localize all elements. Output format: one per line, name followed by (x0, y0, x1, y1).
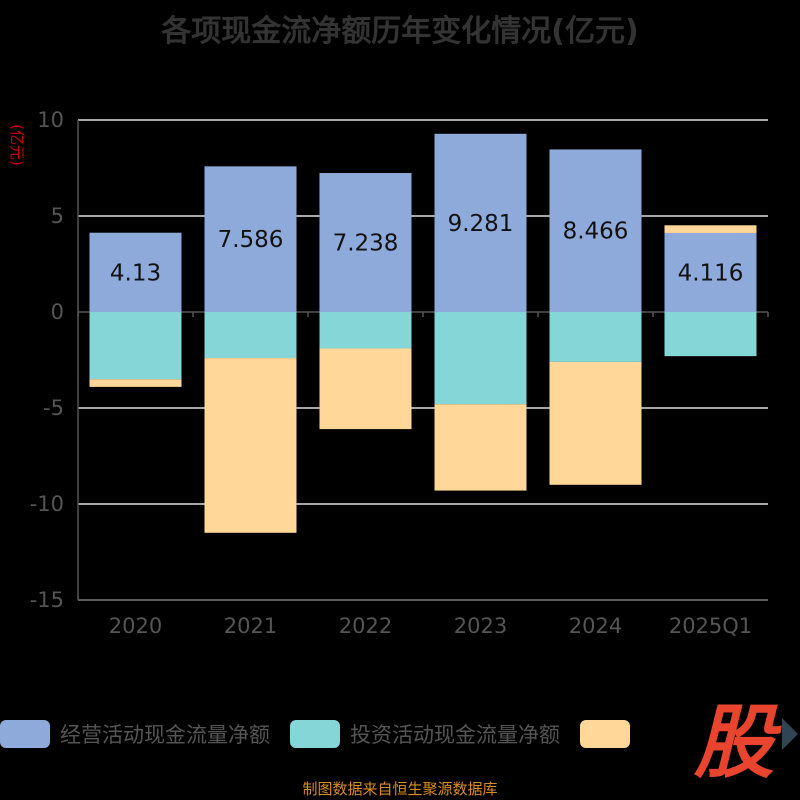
bar-data-label: 9.281 (448, 211, 514, 237)
y-tick-label: 5 (51, 204, 64, 228)
bar-segment (664, 232, 757, 312)
y-unit-label: (亿元) (8, 124, 26, 166)
legend-next-arrow-icon[interactable] (782, 718, 798, 750)
x-tick-label: 2022 (339, 614, 392, 638)
bar-data-label: 4.116 (678, 260, 744, 286)
bar-segment (204, 358, 297, 533)
source-note: 制图数据来自恒生聚源数据库 (302, 780, 498, 798)
bar-segment (664, 225, 757, 233)
y-tick-label: 0 (51, 300, 64, 324)
legend-item[interactable]: 投资活动现金流量净额 (290, 719, 560, 749)
legend-swatch (580, 720, 630, 748)
legend-item[interactable] (580, 720, 640, 748)
logo-mark: 股 (694, 696, 774, 789)
y-tick-label: 10 (37, 108, 64, 132)
legend: 经营活动现金流量净额 投资活动现金流量净额 (0, 714, 800, 754)
bar-segment (319, 348, 412, 430)
bar-data-label: 7.586 (218, 227, 284, 253)
y-tick-label: -10 (30, 492, 64, 516)
legend-label: 经营活动现金流量净额 (60, 723, 270, 747)
bar-segment (89, 232, 182, 312)
x-tick-label: 2025Q1 (669, 614, 752, 638)
legend-item[interactable]: 经营活动现金流量净额 (0, 719, 270, 749)
bar-data-label: 8.466 (563, 219, 629, 245)
bar-segment (549, 312, 642, 362)
bar-data-label: 7.238 (333, 231, 399, 257)
chart-title: 各项现金流净额历年变化情况(亿元) (161, 14, 639, 49)
bar-segment (549, 149, 642, 312)
bar-segment (319, 173, 412, 312)
x-tick-label: 2023 (454, 614, 507, 638)
y-tick-label: -15 (30, 588, 64, 612)
legend-swatch (290, 720, 340, 748)
bar-data-label: 4.13 (110, 260, 161, 286)
bar-segment (434, 133, 527, 312)
x-tick-label: 2020 (109, 614, 162, 638)
legend-swatch (0, 720, 50, 748)
bar-segment (549, 361, 642, 485)
bar-segment (319, 312, 412, 349)
y-tick-label: -5 (43, 396, 64, 420)
bar-segment (204, 312, 297, 359)
chart-plot: 4.13 7.586 7.238 9.281 8.466 4.116 10 5 0 -5 -10 -… (8, 108, 769, 638)
bar-segment (204, 166, 297, 312)
bar-segment (434, 312, 527, 405)
bar-segment (664, 312, 757, 357)
x-tick-label: 2024 (569, 614, 622, 638)
bar-segment (89, 379, 182, 387)
legend-label: 投资活动现金流量净额 (350, 723, 560, 747)
x-tick-label: 2021 (224, 614, 277, 638)
bar-segment (434, 404, 527, 491)
bar-segment (89, 312, 182, 380)
